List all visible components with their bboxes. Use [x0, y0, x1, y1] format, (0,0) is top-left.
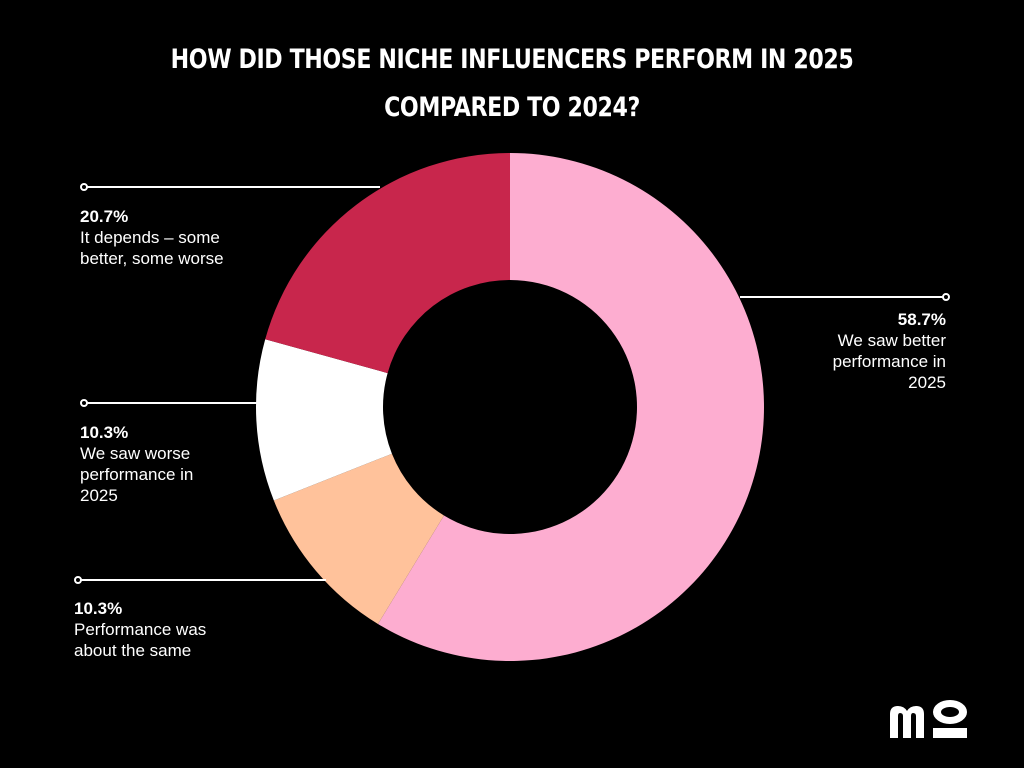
donut-slice-1 — [377, 153, 765, 661]
slice-value-label-4: 20.7% — [80, 207, 128, 226]
mo-logo-icon — [890, 700, 967, 738]
slice-category-label-2-line-1: Performance was — [74, 620, 206, 639]
slice-category-label-3-line-1: We saw worse — [80, 444, 190, 463]
slice-category-label-4-line-1: It depends – some — [80, 228, 220, 247]
leader-dot-3 — [80, 399, 88, 407]
slice-callouts: 58.7% We saw better performance in 2025 10.3… — [74, 207, 946, 660]
donut-slice-3 — [256, 339, 392, 501]
slice-category-label-1-line-1: We saw better — [838, 331, 947, 350]
slice-category-label-4-line-2: better, some worse — [80, 249, 224, 268]
donut-slices — [256, 153, 765, 661]
slice-category-label-1-line-2: performance in — [833, 352, 946, 371]
slice-value-label-3: 10.3% — [80, 423, 128, 442]
chart-title-line-2: COMPARED TO 2024? — [384, 92, 640, 123]
chart-title-line-1: HOW DID THOSE NICHE INFLUENCERS PERFORM … — [170, 44, 854, 75]
leader-dot-1 — [942, 293, 950, 301]
slice-value-label-2: 10.3% — [74, 599, 122, 618]
slice-category-label-2-line-2: about the same — [74, 641, 191, 660]
leader-dot-4 — [80, 183, 88, 191]
slice-category-label-1-line-3: 2025 — [908, 373, 946, 392]
donut-slice-2 — [273, 453, 444, 624]
slice-category-label-3-line-2: performance in — [80, 465, 193, 484]
chart-title: HOW DID THOSE NICHE INFLUENCERS PERFORM … — [92, 36, 932, 132]
slice-category-label-3-line-3: 2025 — [80, 486, 118, 505]
leader-dot-2 — [74, 576, 82, 584]
donut-slice-4 — [265, 153, 510, 374]
leader-lines — [74, 183, 950, 584]
slice-value-label-1: 58.7% — [898, 310, 946, 329]
